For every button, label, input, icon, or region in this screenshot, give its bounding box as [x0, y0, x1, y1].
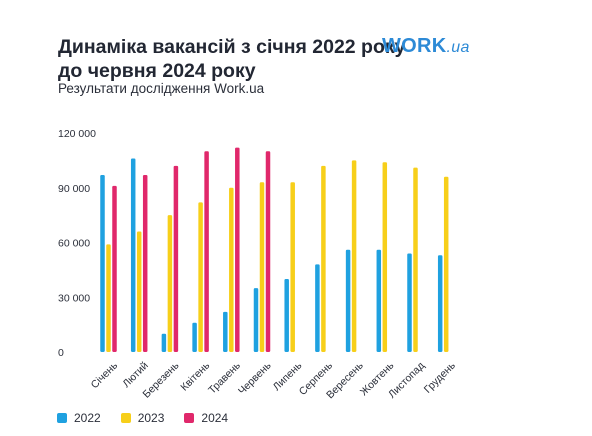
bar-2024: [204, 151, 209, 352]
bar-2022: [223, 311, 228, 352]
legend-swatch: [57, 413, 67, 423]
bar-2023: [290, 182, 295, 352]
bar-2024: [142, 174, 148, 352]
bar-2022: [407, 253, 412, 352]
logo-main-text: WORK: [382, 35, 447, 57]
x-tick-label: Грудень: [422, 359, 458, 395]
legend-swatch: [184, 413, 195, 423]
legend-swatch: [120, 413, 131, 423]
bar-2023: [321, 165, 326, 352]
chart-title: Динаміка вакансій з січня 2022 року до ч…: [58, 35, 406, 83]
bar-2024: [173, 165, 179, 352]
chart-subtitle: Результати дослідження Work.ua: [58, 81, 265, 96]
y-tick-label: 0: [58, 347, 64, 359]
bar-2023: [198, 202, 203, 352]
work-ua-logo: WORK.ua: [382, 35, 470, 58]
bar-2022: [437, 255, 443, 352]
chart-title-line-1: Динаміка вакансій з січня 2022 року: [58, 36, 406, 58]
bar-2022: [345, 249, 351, 352]
legend-label: 2023: [137, 411, 165, 425]
legend-item-2022: 2022: [57, 411, 101, 425]
bar-2023: [443, 176, 449, 352]
y-tick-label: 30 000: [58, 292, 90, 304]
legend-label: 2022: [74, 411, 101, 425]
bar-2022: [100, 174, 105, 352]
bar-2022: [161, 333, 167, 352]
bar-2022: [192, 322, 197, 352]
bar-2022: [130, 158, 136, 352]
bar-2023: [413, 167, 418, 352]
bar-2022: [376, 249, 382, 352]
bar-2024: [235, 147, 240, 352]
bar-2022: [284, 279, 289, 352]
bar-2023: [259, 182, 265, 352]
bar-2022: [315, 264, 320, 352]
bar-2023: [351, 160, 357, 352]
bar-2024: [265, 151, 271, 352]
x-tick-label: Червень: [236, 359, 274, 397]
x-tick-label: Січень: [89, 359, 121, 391]
chart-title-line-2: до червня 2024 року: [58, 60, 256, 82]
legend-item-2023: 2023: [120, 411, 165, 425]
bar-2024: [112, 185, 117, 352]
y-tick-label: 120 000: [58, 128, 96, 140]
bar-2023: [167, 215, 173, 352]
bar-2022: [253, 288, 259, 352]
chart-legend: 2022 2023 2024: [57, 411, 248, 425]
y-tick-label: 60 000: [58, 238, 90, 250]
bar-2023: [106, 244, 111, 352]
logo-suffix-text: .ua: [446, 39, 470, 56]
bar-2023: [229, 187, 234, 352]
bar-2023: [382, 162, 388, 352]
y-tick-label: 90 000: [58, 183, 90, 195]
bar-2023: [136, 231, 142, 352]
legend-item-2024: 2024: [184, 411, 228, 425]
legend-label: 2024: [201, 411, 229, 425]
